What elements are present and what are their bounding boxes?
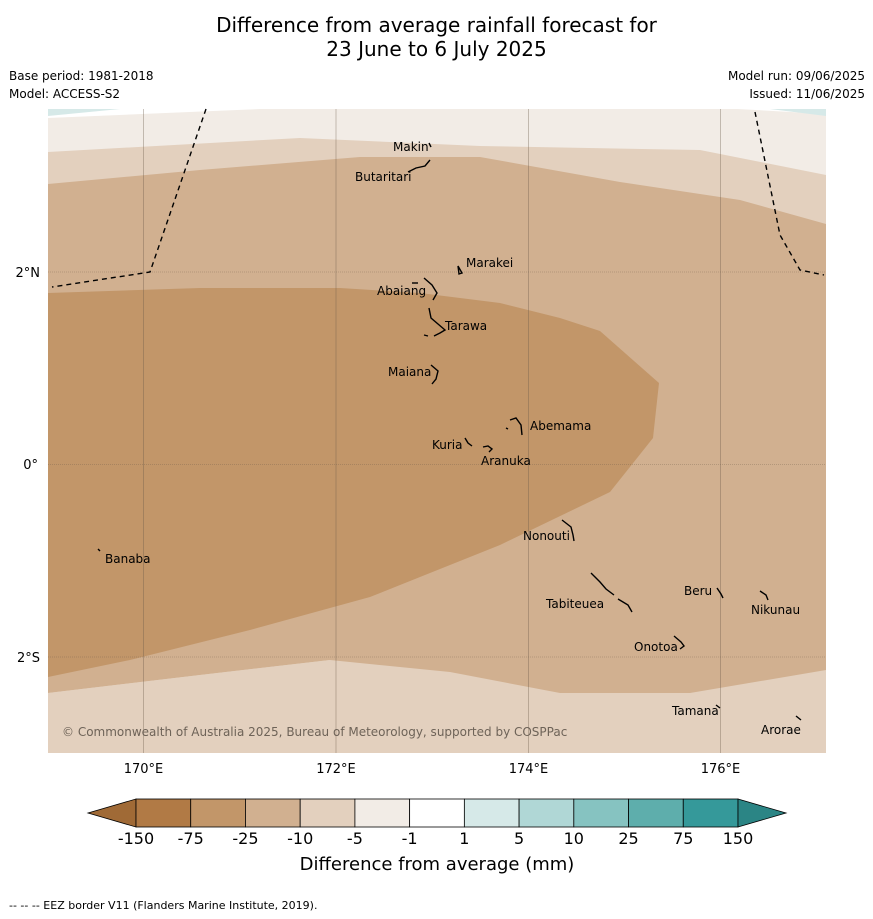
- x-tick-170e: 170°E: [124, 762, 164, 777]
- place-label-marakei: Marakei: [466, 256, 513, 270]
- coastline-nonouti: [561, 519, 575, 542]
- place-label-tabiteuea: Tabiteuea: [545, 597, 604, 611]
- x-tick-174e: 174°E: [509, 762, 549, 777]
- eez-border-east: [754, 111, 825, 276]
- colorbar-bin: [409, 798, 465, 828]
- coastline-banaba: [97, 548, 101, 552]
- chart-title-line2: 23 June to 6 July 2025: [326, 37, 547, 61]
- colorbar-low-extend: [86, 798, 137, 828]
- colorbar-tick-label: 10: [564, 829, 584, 848]
- place-label-abaiang: Abaiang: [377, 284, 426, 298]
- coastline-arorae: [795, 715, 802, 721]
- colorbar-tick-label: -1: [402, 829, 418, 848]
- coastline-kuria: [464, 437, 473, 447]
- y-tick-0: 0°: [23, 458, 38, 473]
- coastline-aranuka: [482, 445, 494, 453]
- coastline-butaritari: [407, 159, 431, 173]
- coastline-tabiteuea-north: [590, 572, 615, 596]
- coastline-beru: [716, 587, 724, 599]
- island-coastlines: [97, 142, 802, 721]
- place-label-beru: Beru: [684, 584, 712, 598]
- copyright-text: © Commonwealth of Australia 2025, Bureau…: [62, 725, 567, 739]
- coastline-abemama: [509, 417, 523, 436]
- island-labels: Makin Butaritari Marakei Abaiang Tarawa …: [105, 140, 801, 737]
- coastline-marakei: [457, 265, 464, 275]
- colorbar-bin: [518, 798, 575, 828]
- colorbar-bin: [354, 798, 411, 828]
- colorbar-title: Difference from average (mm): [300, 854, 575, 875]
- colorbar-tick-label: -10: [287, 829, 313, 848]
- place-label-butaritari: Butaritari: [355, 170, 412, 184]
- colorbar-bin: [245, 798, 301, 828]
- colorbar-bin: [573, 798, 629, 828]
- coastline-abemama-islet: [505, 427, 509, 430]
- colorbar-tick-label: 150: [723, 829, 754, 848]
- colorbar-tick-label: -75: [178, 829, 204, 848]
- eez-border: [51, 108, 825, 288]
- axis-tick-labels: 170°E 172°E 174°E 176°E 2°N 0° 2°S: [16, 266, 741, 777]
- x-tick-176e: 176°E: [701, 762, 741, 777]
- eez-footnote: -- -- -- EEZ border V11 (Flanders Marine…: [9, 899, 318, 912]
- colorbar: -150 -75 -25 -10 -5 -1 1 5 10 25 75 150 Difference …: [86, 798, 788, 875]
- coastline-onotoa: [673, 635, 685, 650]
- colorbar-tick-label: 5: [514, 829, 524, 848]
- coastline-abaiang: [423, 277, 438, 301]
- place-label-nikunau: Nikunau: [751, 603, 800, 617]
- place-label-abemama: Abemama: [530, 419, 591, 433]
- contour-band-pos1-pos5-west: [48, 109, 120, 116]
- colorbar-bin: [628, 798, 684, 828]
- colorbar-tick-label: 25: [618, 829, 638, 848]
- colorbar-high-extend: [737, 798, 788, 828]
- coastline-makin: [428, 142, 432, 148]
- colorbar-bin: [299, 798, 356, 828]
- rainfall-contours: [48, 109, 826, 753]
- issued-label: Issued: 11/06/2025: [749, 87, 865, 101]
- coastline-tamana: [715, 704, 721, 709]
- place-label-makin: Makin: [393, 140, 429, 154]
- coastline-tarawa-islet: [423, 334, 429, 337]
- colorbar-tick-label: -150: [118, 829, 154, 848]
- place-label-tamana: Tamana: [671, 704, 719, 718]
- place-label-maiana: Maiana: [388, 365, 431, 379]
- model-run-label: Model run: 09/06/2025: [727, 69, 865, 83]
- coastline-tarawa: [428, 307, 447, 337]
- colorbar-tick-label: -25: [232, 829, 258, 848]
- place-label-aranuka: Aranuka: [481, 454, 531, 468]
- coastline-tabiteuea-south: [617, 598, 633, 613]
- y-tick-2n: 2°N: [16, 266, 41, 281]
- base-period-label: Base period: 1981-2018: [9, 69, 154, 83]
- gridlines: [48, 109, 826, 753]
- place-label-kuria: Kuria: [432, 438, 463, 452]
- chart-title-line1: Difference from average rainfall forecas…: [216, 13, 657, 37]
- contour-band-neutral: [48, 109, 826, 118]
- model-label: Model: ACCESS-S2: [9, 87, 121, 101]
- colorbar-bin: [682, 798, 739, 828]
- contour-band-neg75-neg25: [48, 288, 659, 677]
- colorbar-tick-label: -5: [347, 829, 363, 848]
- colorbar-bins: [135, 798, 739, 828]
- place-label-onotoa: Onotoa: [634, 640, 678, 654]
- colorbar-bin: [190, 798, 246, 828]
- y-tick-2s: 2°S: [17, 651, 40, 666]
- colorbar-tick-label: 75: [673, 829, 693, 848]
- eez-border-west: [51, 108, 207, 288]
- coastline-maiana: [430, 364, 439, 385]
- place-label-banaba: Banaba: [105, 552, 151, 566]
- colorbar-tick-labels: -150 -75 -25 -10 -5 -1 1 5 10 25 75 150: [118, 829, 753, 848]
- place-label-arorae: Arorae: [761, 723, 801, 737]
- colorbar-tick-label: 1: [459, 829, 469, 848]
- place-label-tarawa: Tarawa: [444, 319, 487, 333]
- coastline-nikunau: [759, 590, 769, 601]
- place-label-nonouti: Nonouti: [523, 529, 570, 543]
- colorbar-bin: [135, 798, 192, 828]
- contour-band-pos1-pos5-east: [770, 109, 826, 116]
- colorbar-bin: [463, 798, 520, 828]
- contour-band-neg10-neg5-south: [48, 660, 330, 753]
- contour-band-neg5-neg1: [48, 109, 826, 175]
- x-tick-172e: 172°E: [316, 762, 356, 777]
